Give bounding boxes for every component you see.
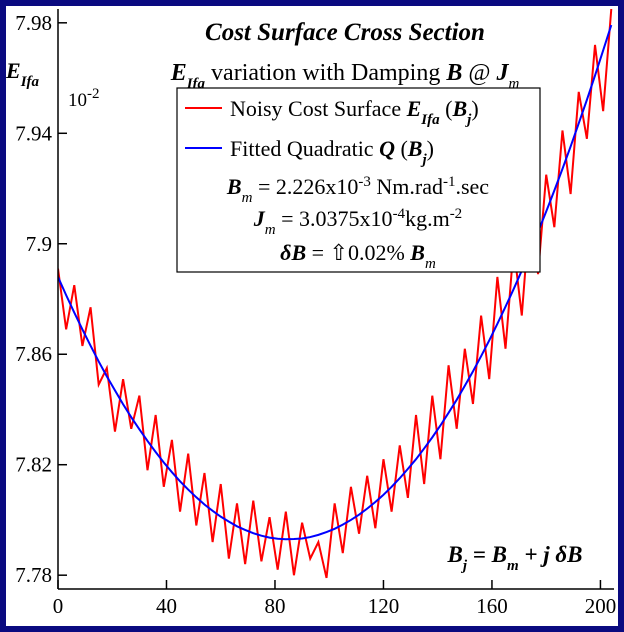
x-tick-label: 40 <box>156 594 177 618</box>
x-tick-label: 0 <box>53 594 64 618</box>
y-tick-label: 7.86 <box>15 342 52 366</box>
plot-area <box>58 9 613 579</box>
legend-note: Jm = 3.0375x10-4kg.m-2 <box>253 206 462 238</box>
x-tick-label: 80 <box>264 594 285 618</box>
x-tick-label: 120 <box>368 594 400 618</box>
chart-title: Cost Surface Cross Section <box>205 19 485 46</box>
annotation: Bj = Bm + j δB <box>446 542 582 574</box>
y-multiplier: 10-2 <box>68 86 100 111</box>
legend-box <box>176 87 541 273</box>
x-tick-label: 160 <box>476 594 508 618</box>
legend-note: Bm = 2.226x10-3 Nm.rad-1.sec <box>226 174 489 206</box>
y-tick-label: 7.78 <box>15 563 52 587</box>
series-line <box>58 24 613 541</box>
x-tick-label: 200 <box>585 594 617 618</box>
legend-entry: Noisy Cost Surface EIfa (Bj) <box>230 96 479 128</box>
y-tick-label: 7.9 <box>26 232 52 256</box>
y-tick-label: 7.82 <box>15 453 52 477</box>
legend-note: δB = ⇧0.02% Bm <box>280 240 436 272</box>
chart-subtitle: EIfa variation with Damping B @ Jm <box>170 60 520 92</box>
legend-entry: Fitted Quadratic Q (Bj) <box>230 136 434 168</box>
series-line <box>58 9 613 579</box>
y-tick-label: 7.94 <box>15 121 52 145</box>
y-tick-label: 7.98 <box>15 11 52 35</box>
y-axis-title: EIfa <box>5 58 40 90</box>
